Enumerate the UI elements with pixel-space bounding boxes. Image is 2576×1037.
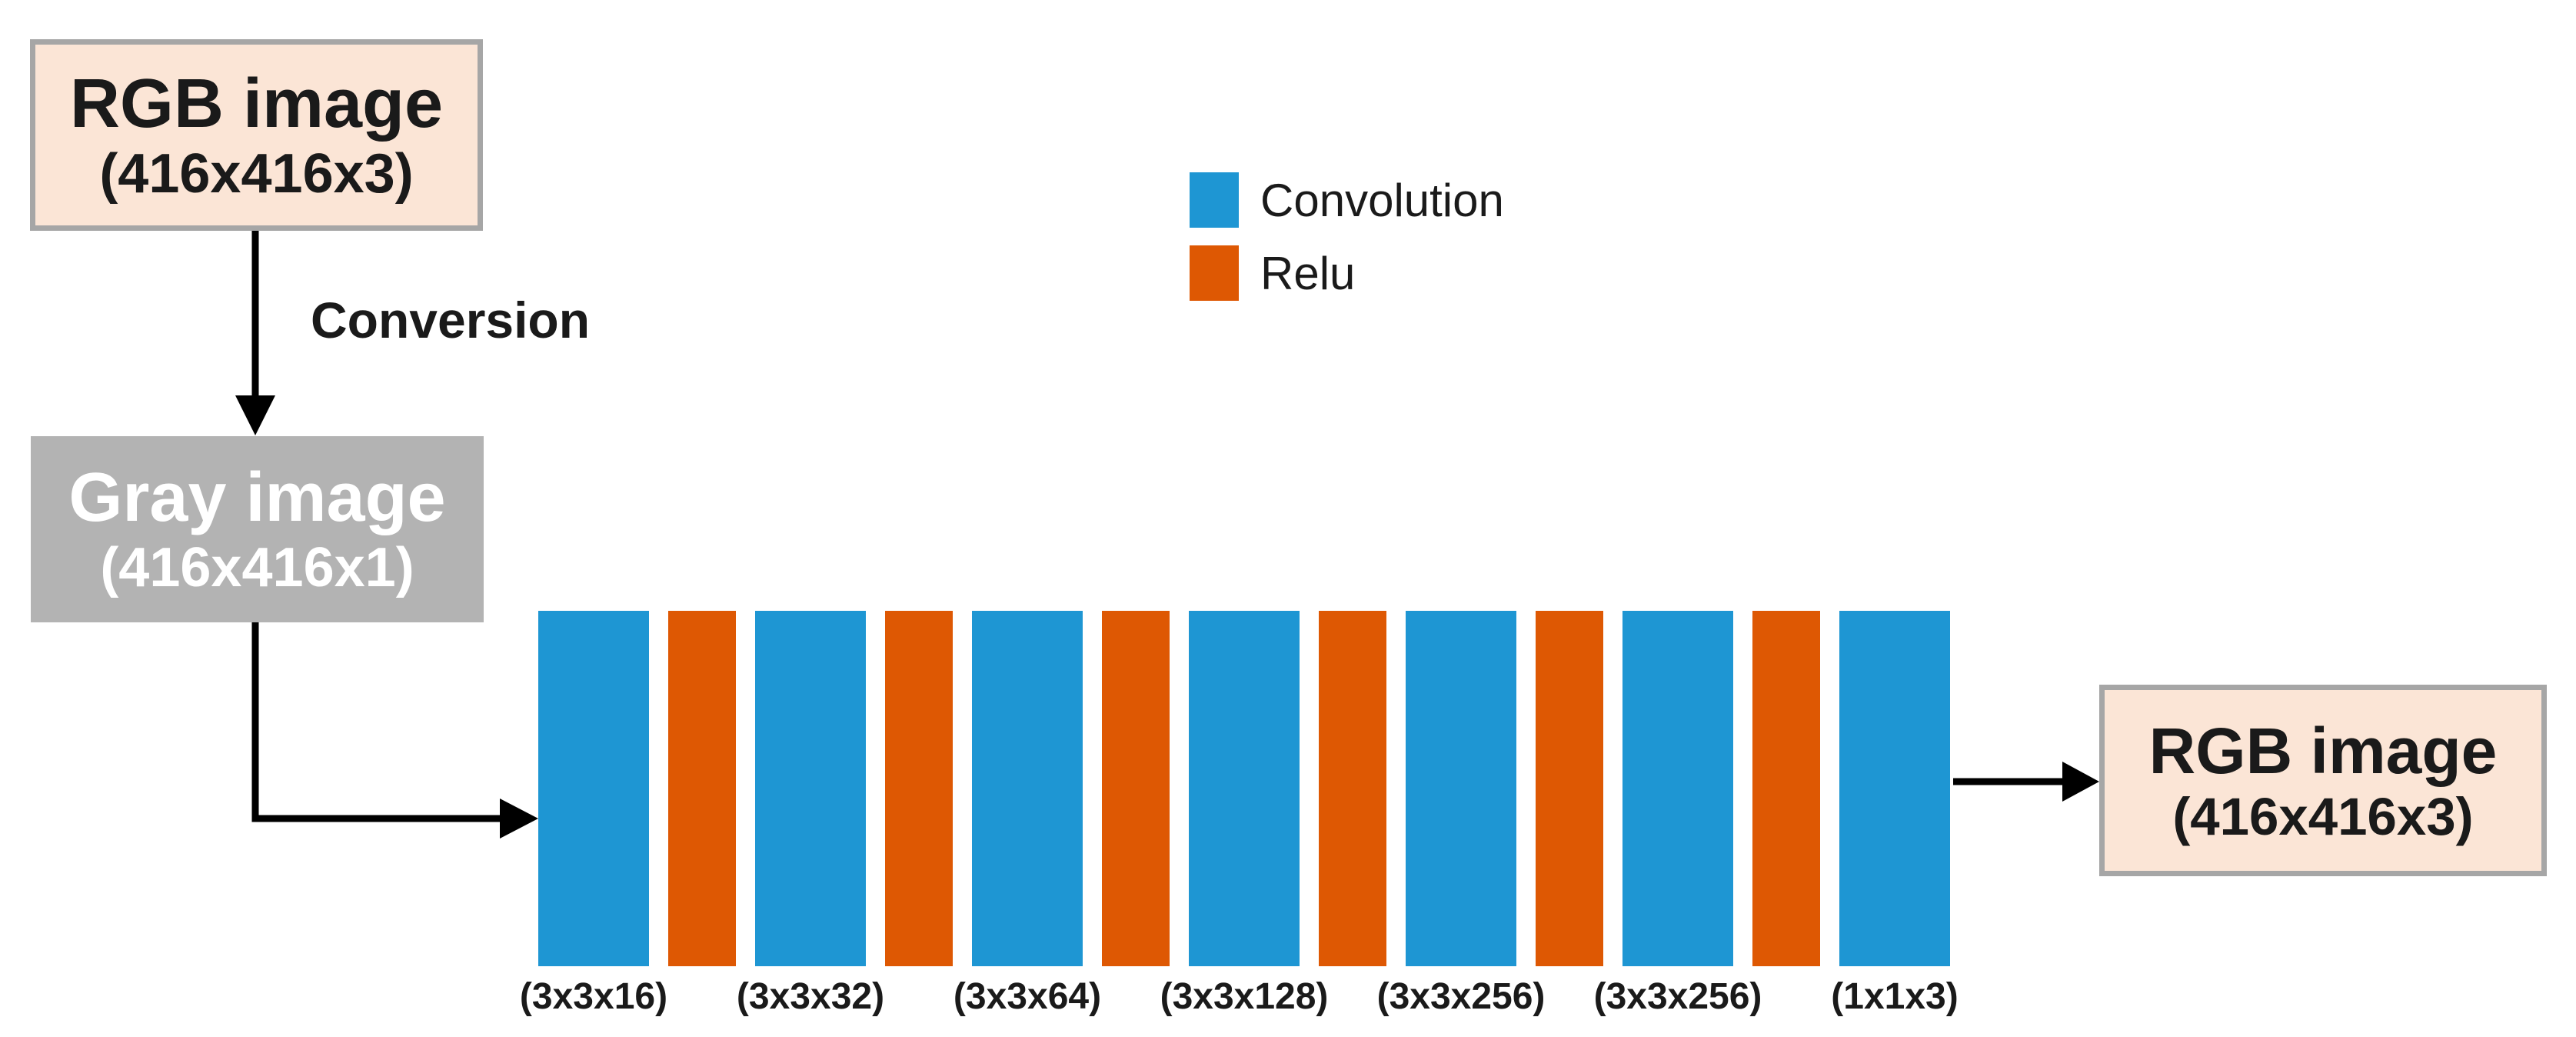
layer-label: (3x3x32) — [736, 976, 885, 1017]
layer-label: (3x3x64) — [953, 976, 1102, 1017]
input-rgb-box: RGB image (416x416x3) — [30, 39, 483, 231]
relu-bar — [885, 611, 953, 966]
output-arrow — [1953, 762, 2099, 802]
input-rgb-title: RGB image — [69, 65, 444, 142]
legend-label-convolution: Convolution — [1260, 174, 1504, 226]
gray-image-box: Gray image (416x416x1) — [31, 436, 484, 622]
conversion-label: Conversion — [311, 292, 591, 348]
input-elbow-arrow — [251, 622, 538, 839]
conv-bar — [538, 611, 649, 966]
conversion-arrow — [235, 231, 275, 435]
relu-swatch-icon — [1190, 245, 1239, 301]
layer-label: (3x3x128) — [1160, 976, 1329, 1017]
legend-item-relu: Relu — [1190, 245, 1504, 301]
layer-label: (3x3x256) — [1593, 976, 1762, 1017]
legend-item-convolution: Convolution — [1190, 172, 1504, 228]
relu-bar — [1536, 611, 1603, 966]
input-rgb-size: (416x416x3) — [99, 142, 414, 205]
layer-label: (1x1x3) — [1831, 976, 1959, 1017]
relu-bar — [668, 611, 736, 966]
layer-label: (3x3x256) — [1376, 976, 1546, 1017]
conv-bar — [755, 611, 866, 966]
gray-image-size: (416x416x1) — [100, 537, 414, 599]
output-rgb-size: (416x416x3) — [2172, 786, 2474, 846]
legend: Convolution Relu — [1190, 172, 1504, 301]
relu-bar — [1102, 611, 1170, 966]
conv-bar — [1839, 611, 1950, 966]
layer-label: (3x3x16) — [519, 976, 668, 1017]
relu-bar — [1319, 611, 1386, 966]
legend-label-relu: Relu — [1260, 247, 1356, 299]
gray-image-title: Gray image — [68, 459, 446, 537]
output-rgb-box: RGB image (416x416x3) — [2099, 685, 2547, 876]
conv-bar — [1189, 611, 1300, 966]
output-rgb-title: RGB image — [2148, 714, 2498, 787]
conv-bar — [972, 611, 1083, 966]
convolution-swatch-icon — [1190, 172, 1239, 228]
relu-bar — [1752, 611, 1820, 966]
conv-bar — [1622, 611, 1733, 966]
conv-bar — [1406, 611, 1516, 966]
